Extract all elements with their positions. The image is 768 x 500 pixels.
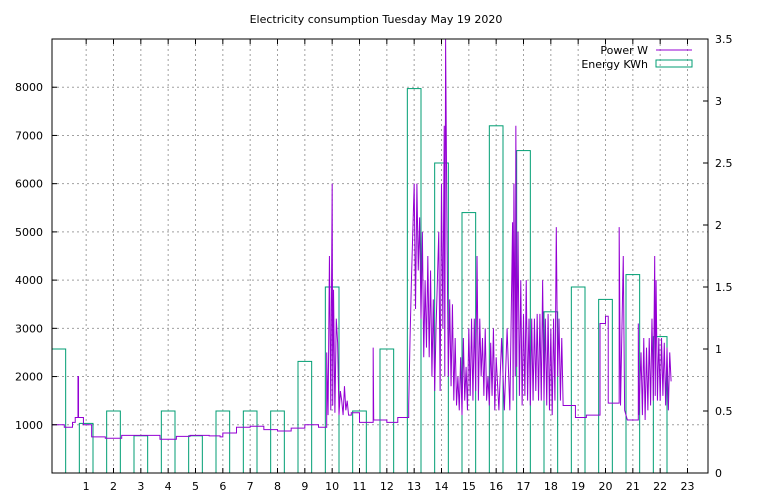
y2-tick-label: 1.5	[715, 281, 733, 294]
y-axis-left: 1000 2000 3000 4000 5000 6000 7000 8000	[15, 81, 57, 432]
y-tick-label: 6000	[15, 178, 43, 191]
legend-label-power: Power W	[600, 44, 648, 57]
x-tick-label: 23	[681, 480, 695, 493]
chart-title: Electricity consumption Tuesday May 19 2…	[250, 13, 503, 26]
x-tick-label: 4	[165, 480, 172, 493]
x-tick-label: 22	[653, 480, 667, 493]
x-tick-label: 18	[544, 480, 558, 493]
grid	[52, 39, 708, 473]
energy-bar	[297, 360, 313, 474]
x-tick-label: 11	[353, 480, 367, 493]
x-tick-label: 9	[301, 480, 308, 493]
x-tick-label: 6	[219, 480, 226, 493]
x-tick-label: 1	[83, 480, 90, 493]
energy-bar	[51, 348, 67, 474]
power-line-group	[52, 38, 672, 440]
power-line	[52, 38, 672, 440]
y2-tick-label: 2	[715, 219, 722, 232]
y-tick-label: 8000	[15, 81, 43, 94]
x-tick-label: 3	[137, 480, 144, 493]
x-tick-label: 12	[380, 480, 394, 493]
x-tick-label: 15	[462, 480, 476, 493]
legend: Power W Energy KWh	[581, 44, 693, 71]
x-tick-label: 16	[489, 480, 503, 493]
x-tick-label: 8	[274, 480, 281, 493]
x-tick-label: 10	[325, 480, 339, 493]
legend-swatch-energy	[655, 59, 693, 68]
x-tick-label: 14	[435, 480, 449, 493]
y-tick-label: 7000	[15, 129, 43, 142]
x-tick-label: 5	[192, 480, 199, 493]
y-tick-label: 3000	[15, 322, 43, 335]
legend-label-energy: Energy KWh	[581, 58, 648, 71]
x-tick-label: 2	[110, 480, 117, 493]
y-tick-label: 2000	[15, 371, 43, 384]
y-tick-label: 4000	[15, 274, 43, 287]
y2-tick-label: 1	[715, 343, 722, 356]
x-tick-label: 7	[247, 480, 254, 493]
y-axis-right: 0 0.5 1 1.5 2 2.5 3 3.5	[703, 33, 733, 480]
x-axis: 1 2 3 4 5 6 7 8 9 10 11 12 13 14 15 16 17 18 19 20 21 22 23	[83, 39, 695, 493]
x-tick-label: 20	[599, 480, 613, 493]
y2-tick-label: 2.5	[715, 157, 733, 170]
plot-frame	[51, 38, 709, 474]
y2-tick-label: 0.5	[715, 405, 733, 418]
x-tick-label: 17	[517, 480, 531, 493]
x-tick-label: 19	[571, 480, 585, 493]
y-tick-label: 1000	[15, 419, 43, 432]
y2-tick-label: 3	[715, 95, 722, 108]
y2-tick-label: 0	[715, 467, 722, 480]
y2-tick-label: 3.5	[715, 33, 733, 46]
y-tick-label: 5000	[15, 226, 43, 239]
x-tick-label: 21	[626, 480, 640, 493]
x-tick-label: 13	[407, 480, 421, 493]
